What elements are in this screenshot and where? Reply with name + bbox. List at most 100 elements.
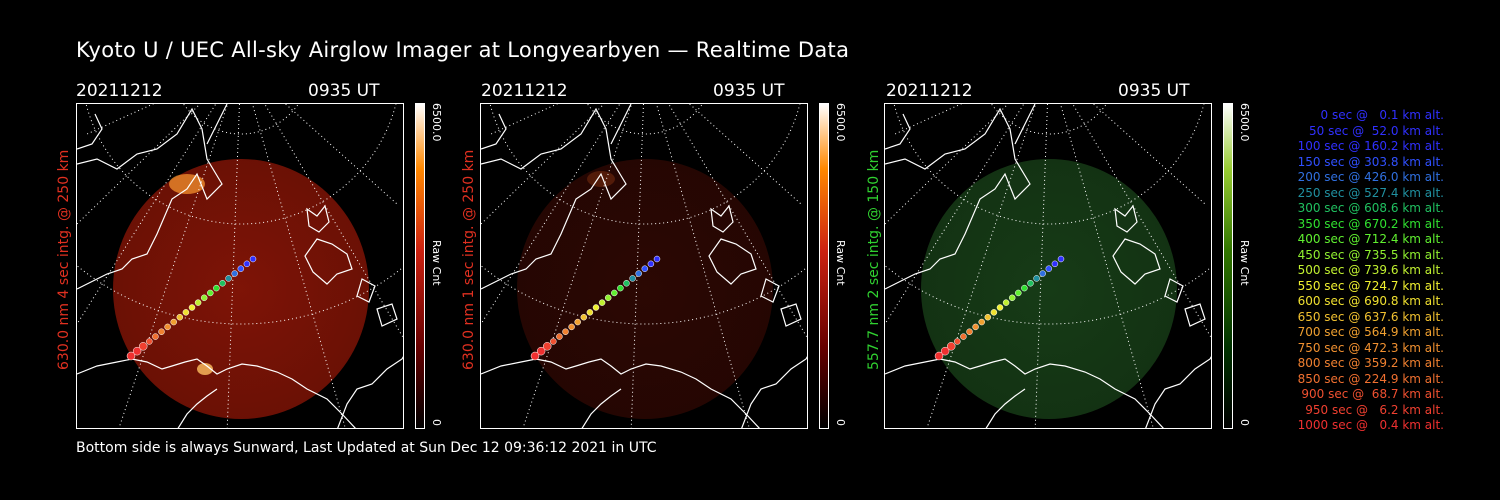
- track-point: [1008, 294, 1016, 302]
- coastline: [376, 303, 398, 327]
- panel-3-cbar-max: 6500.0: [1238, 103, 1251, 142]
- track-point: [249, 255, 257, 263]
- legend-row: 50 sec @ 52.0 km alt.: [1301, 123, 1444, 138]
- meridian-line: [77, 104, 217, 325]
- meridian-line: [1092, 104, 1206, 205]
- track-point: [617, 284, 624, 292]
- meridian-line: [1059, 104, 1154, 428]
- meridian-line: [490, 104, 559, 135]
- panel-3-cbar-min: 0: [1238, 419, 1251, 426]
- legend-row: 400 sec @ 712.4 km alt.: [1293, 232, 1444, 246]
- panel-2-cbar-min: 0: [834, 419, 847, 426]
- track-point: [568, 323, 575, 331]
- coastline: [885, 113, 911, 150]
- legend-row: 950 sec @ 6.2 km alt.: [1301, 402, 1444, 417]
- coastline: [610, 104, 632, 145]
- page-title: Kyoto U / UEC All-sky Airglow Imager at …: [76, 38, 850, 62]
- panel-1-cbar-unit: Raw Cnt: [430, 240, 443, 286]
- panel-2-cbar-max: 6500.0: [834, 103, 847, 142]
- latitude-circle: [481, 265, 807, 325]
- coastline: [1014, 104, 1036, 145]
- panel-2-date: 20211212: [481, 81, 568, 101]
- track-point: [653, 255, 661, 263]
- coastline: [481, 113, 507, 150]
- track-point: [996, 304, 1004, 311]
- track-point: [641, 265, 649, 272]
- coastline: [481, 107, 627, 290]
- coastline: [206, 104, 228, 145]
- track-point: [1033, 275, 1040, 282]
- track-point: [176, 313, 184, 321]
- coastline: [337, 356, 403, 428]
- panel-2-image: [480, 103, 808, 429]
- track-point: [158, 328, 165, 335]
- track-point: [586, 309, 594, 316]
- coastline: [304, 238, 353, 285]
- track-point: [231, 270, 238, 277]
- legend-row: 600 sec @ 690.8 km alt.: [1293, 294, 1444, 308]
- track-point: [940, 346, 950, 356]
- track-point: [1027, 280, 1034, 287]
- panel-3-cbar-unit: Raw Cnt: [1238, 240, 1251, 286]
- meridian-line: [226, 104, 240, 428]
- coastline: [1145, 356, 1211, 428]
- track-point: [635, 270, 642, 277]
- legend-row: 450 sec @ 735.5 km alt.: [1293, 247, 1444, 262]
- legend-row: 300 sec @ 608.6 km alt.: [1293, 201, 1444, 215]
- footer-note: Bottom side is always Sunward, Last Upda…: [76, 440, 657, 456]
- track-point: [629, 275, 636, 282]
- track-point: [966, 328, 973, 335]
- meridian-line: [284, 104, 398, 205]
- legend-row: 100 sec @ 160.2 km alt.: [1293, 139, 1444, 153]
- legend-row: 800 sec @ 359.2 km alt.: [1293, 356, 1444, 370]
- legend-row: 500 sec @ 739.6 km alt.: [1293, 263, 1444, 277]
- panel-1-colorbar: [415, 103, 425, 429]
- track-point: [1021, 284, 1028, 292]
- panel-3-side-label: 557.7 nm 2 sec intg. @ 150 km: [866, 149, 882, 370]
- panel-3-image: [884, 103, 1212, 429]
- legend-row: 1000 sec @ 0.4 km alt.: [1297, 418, 1444, 432]
- latitude-circle: [77, 265, 403, 325]
- coastline: [780, 303, 802, 327]
- track-point: [536, 346, 546, 356]
- meridian-line: [1034, 104, 1048, 428]
- track-point: [170, 318, 177, 326]
- legend-row: 200 sec @ 426.0 km alt.: [1293, 170, 1444, 184]
- track-point: [556, 333, 563, 340]
- track-point: [592, 304, 600, 311]
- track-point: [138, 342, 148, 351]
- coastline: [77, 107, 223, 290]
- track-point: [550, 338, 557, 345]
- panel-3-date: 20211212: [886, 81, 973, 101]
- track-point: [182, 309, 190, 316]
- track-point: [934, 351, 944, 361]
- track-point: [562, 328, 569, 335]
- track-point: [126, 351, 136, 361]
- track-point: [213, 284, 220, 292]
- track-point: [530, 351, 540, 361]
- track-point: [225, 275, 232, 282]
- panel-1-side-label: 630.0 nm 4 sec intg. @ 250 km: [56, 149, 72, 370]
- track-point: [1051, 260, 1059, 268]
- coastline: [985, 388, 1026, 428]
- airglow-disk: [921, 159, 1177, 419]
- coastline: [356, 278, 376, 303]
- coastline: [885, 358, 1164, 428]
- panel-1-cbar-max: 6500.0: [430, 103, 443, 142]
- coastline: [481, 358, 760, 428]
- coastline: [885, 107, 1031, 290]
- coastline: [1164, 278, 1184, 303]
- aurora-patch: [169, 174, 205, 194]
- track-point: [990, 309, 998, 316]
- track-point: [1045, 265, 1053, 272]
- coastline: [1184, 303, 1206, 327]
- track-point: [542, 342, 552, 351]
- legend-row: 550 sec @ 724.7 km alt.: [1293, 278, 1444, 293]
- track-point: [954, 338, 961, 345]
- track-point: [1057, 255, 1065, 263]
- panel-2-colorbar: [819, 103, 829, 429]
- panel-1-time: 0935 UT: [308, 81, 380, 101]
- track-point: [146, 338, 153, 345]
- track-point: [200, 294, 208, 302]
- legend-row: 650 sec @ 637.6 km alt.: [1293, 309, 1444, 324]
